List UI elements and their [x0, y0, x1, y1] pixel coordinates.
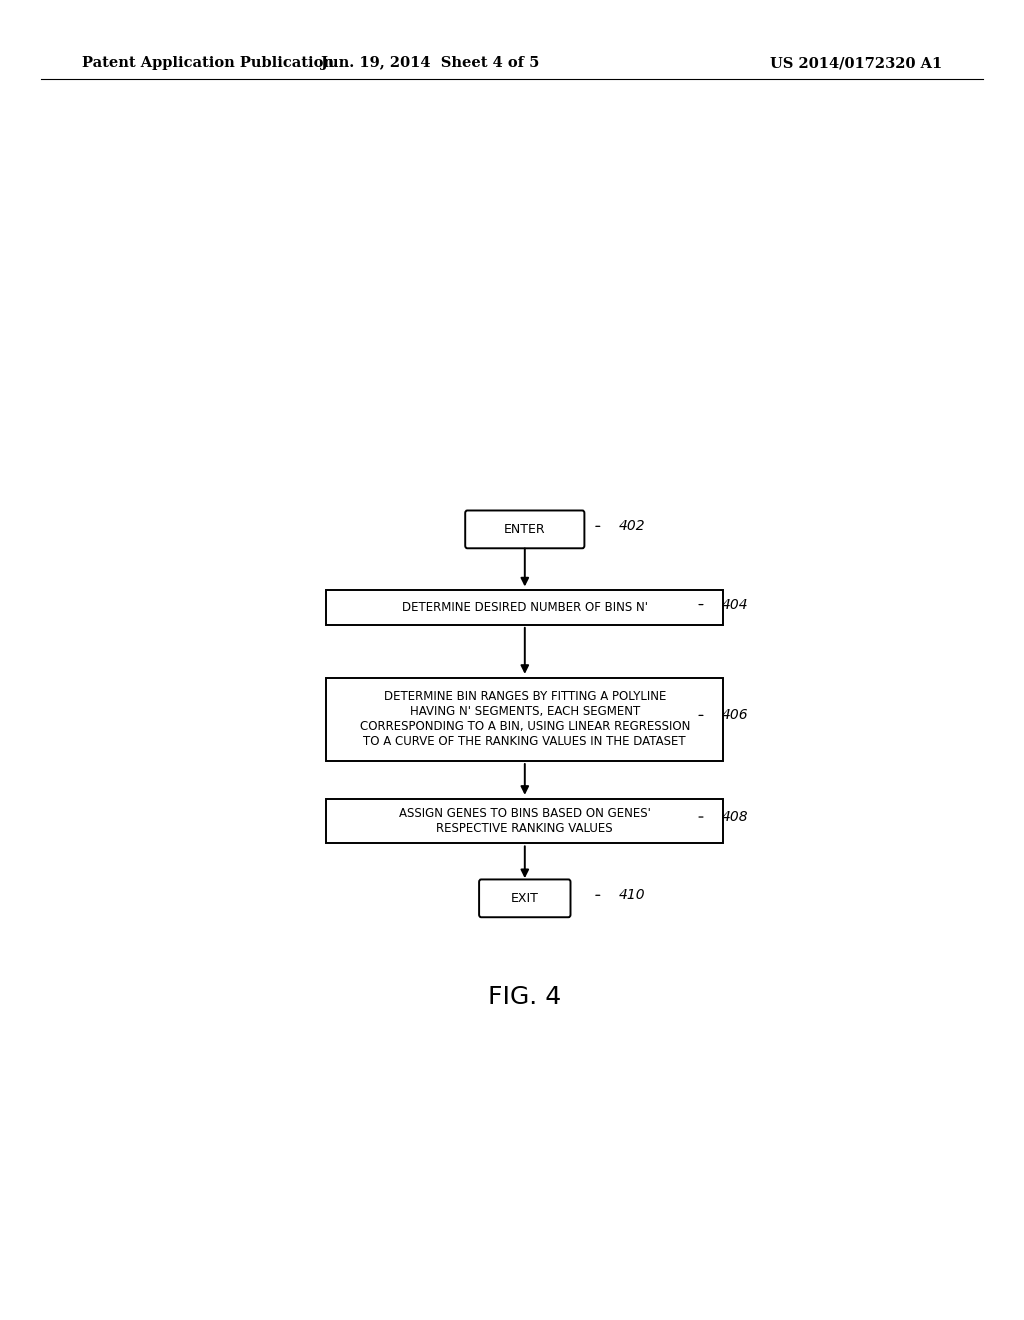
Text: FIG. 4: FIG. 4	[488, 985, 561, 1008]
Bar	[327, 590, 723, 624]
Bar	[327, 677, 723, 762]
Text: ENTER: ENTER	[504, 523, 546, 536]
Text: DETERMINE BIN RANGES BY FITTING A POLYLINE
HAVING N' SEGMENTS, EACH SEGMENT
CORR: DETERMINE BIN RANGES BY FITTING A POLYLI…	[359, 690, 690, 748]
FancyBboxPatch shape	[479, 879, 570, 917]
Text: 410: 410	[618, 888, 645, 903]
Text: EXIT: EXIT	[511, 892, 539, 904]
Bar	[327, 799, 723, 843]
Text: 404: 404	[722, 598, 749, 611]
Text: 406: 406	[722, 709, 749, 722]
Text: US 2014/0172320 A1: US 2014/0172320 A1	[770, 57, 942, 70]
FancyBboxPatch shape	[465, 511, 585, 548]
Text: DETERMINE DESIRED NUMBER OF BINS N': DETERMINE DESIRED NUMBER OF BINS N'	[401, 601, 648, 614]
Text: 408: 408	[722, 810, 749, 824]
Text: 402: 402	[618, 519, 645, 533]
Text: ASSIGN GENES TO BINS BASED ON GENES'
RESPECTIVE RANKING VALUES: ASSIGN GENES TO BINS BASED ON GENES' RES…	[399, 807, 650, 836]
Text: Jun. 19, 2014  Sheet 4 of 5: Jun. 19, 2014 Sheet 4 of 5	[321, 57, 540, 70]
Text: Patent Application Publication: Patent Application Publication	[82, 57, 334, 70]
